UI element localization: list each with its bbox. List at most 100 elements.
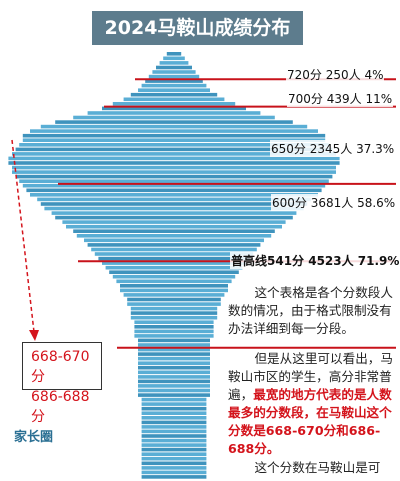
funnel-bar	[8, 156, 340, 161]
funnel-bar	[141, 443, 207, 447]
paragraph-2-plain: 但是从这里可以看出，马鞍山市区的学生，高分非常普遍，	[228, 351, 393, 402]
funnel-bar	[141, 429, 207, 434]
funnel-bar	[105, 265, 243, 270]
marker-label-700: 700分 439人 11%	[287, 90, 394, 107]
arrow-head-icon	[29, 330, 39, 341]
funnel-bar	[98, 256, 250, 261]
funnel-bar	[130, 306, 218, 311]
funnel-bar	[123, 97, 225, 102]
marker-label-720: 720分 250人 4%	[286, 66, 385, 83]
funnel-bar	[55, 120, 293, 124]
funnel-bar	[22, 183, 326, 188]
funnel-bar	[130, 311, 218, 315]
funnel-bar	[138, 388, 210, 393]
funnel-bar	[51, 211, 297, 215]
funnel-bar	[156, 65, 192, 70]
funnel-bar	[141, 406, 207, 411]
funnel-bar	[141, 461, 207, 466]
funnel-bar	[138, 88, 210, 92]
funnel-bar	[134, 329, 214, 334]
funnel-bar	[159, 61, 189, 65]
funnel-bar	[123, 293, 225, 297]
funnel-bar	[141, 470, 207, 475]
callout-arrow-line	[11, 139, 35, 333]
funnel-bar	[141, 434, 207, 438]
funnel-bar	[116, 279, 232, 284]
paragraph-2-highlight: 最宽的地方代表的是人数最多的分数段，在马鞍山这个分数是668-670分和686-…	[228, 387, 392, 456]
funnel-bar	[166, 52, 182, 56]
funnel-bar	[138, 347, 210, 352]
funnel-bar	[138, 356, 210, 361]
funnel-bar	[141, 411, 207, 415]
funnel-bar	[62, 220, 286, 224]
funnel-bar	[141, 83, 207, 88]
funnel-bar	[145, 79, 203, 83]
funnel-bar	[66, 224, 282, 229]
funnel-bar	[73, 115, 275, 120]
funnel-bar	[130, 315, 218, 320]
funnel-bar	[102, 261, 246, 265]
funnel-bar	[30, 129, 318, 133]
funnel-bar	[37, 197, 311, 202]
funnel-bar	[130, 92, 218, 97]
funnel-bar	[87, 243, 261, 247]
callout-line-2: 686-688分	[31, 389, 90, 425]
funnel-bar	[127, 302, 221, 306]
funnel-bar	[141, 438, 207, 443]
funnel-bar	[134, 334, 214, 338]
funnel-bar	[138, 384, 210, 388]
funnel-bar	[138, 361, 210, 365]
funnel-bar	[141, 425, 207, 429]
funnel-bar	[40, 202, 308, 206]
funnel-bar	[141, 447, 207, 452]
funnel-bar	[26, 188, 322, 193]
paragraph-3: 这个分数在马鞍山是可	[254, 460, 381, 475]
funnel-bar	[44, 206, 304, 211]
funnel-bar	[138, 343, 210, 347]
funnel-bar	[112, 274, 236, 279]
funnel-bar	[120, 284, 228, 288]
funnel-bar	[8, 161, 340, 165]
paragraph-1: 这个表格是各个分数段人数的情况，由于格式限制没有办法详细到每一分段。	[228, 285, 393, 336]
funnel-bar	[73, 229, 275, 233]
funnel-bar	[163, 56, 185, 61]
callout-box: 668-670分 686-688分	[22, 342, 102, 425]
funnel-bar	[127, 297, 221, 302]
funnel-bar	[138, 352, 210, 356]
funnel-bar	[40, 124, 308, 129]
funnel-bar	[141, 402, 207, 406]
funnel-bar	[30, 193, 318, 197]
funnel-bar	[141, 466, 207, 470]
funnel-bar	[22, 133, 326, 138]
funnel-bar	[112, 102, 236, 106]
funnel-bar	[138, 338, 210, 343]
funnel-bar	[91, 247, 257, 252]
funnel-bar	[12, 165, 336, 170]
funnel-bar	[141, 456, 207, 461]
paragraph-2: 但是从这里可以看出，马鞍山市区的学生，高分非常普遍，最宽的地方代表的是人数最多的…	[228, 350, 394, 458]
funnel-bar	[138, 365, 210, 370]
funnel-bar	[152, 70, 196, 74]
funnel-bar	[94, 252, 254, 256]
funnel-bar	[12, 170, 336, 174]
marker-label-600: 600分 3681人 58.6%	[271, 194, 397, 211]
funnel-bar	[148, 74, 200, 79]
brand-logo-text: 家长圈	[14, 430, 54, 445]
funnel-bar	[134, 320, 214, 324]
marker-label-650: 650分 2345人 37.3%	[270, 140, 396, 157]
funnel-bar	[138, 379, 210, 384]
funnel-bar	[19, 179, 329, 183]
funnel-bar	[55, 215, 293, 220]
funnel-bar	[19, 143, 329, 147]
funnel-bar	[12, 152, 336, 156]
funnel-bar	[87, 111, 261, 115]
funnel-bar	[138, 375, 210, 379]
funnel-bar	[141, 416, 207, 420]
funnel-bar	[141, 475, 207, 479]
funnel-bar	[138, 370, 210, 375]
callout-line-1: 668-670分	[31, 349, 90, 385]
funnel-bar	[76, 234, 272, 238]
funnel-bar	[102, 106, 246, 111]
